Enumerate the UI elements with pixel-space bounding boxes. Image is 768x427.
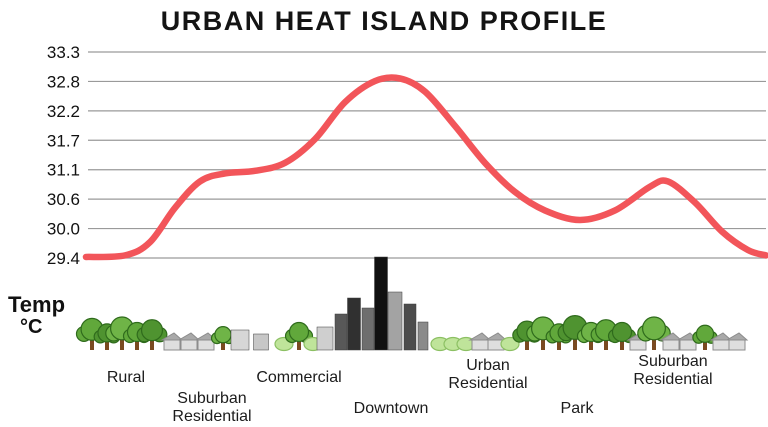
y-tick-label: 33.3 xyxy=(47,43,80,62)
tree-icon xyxy=(589,340,593,350)
tree-icon xyxy=(557,340,561,350)
building-icon xyxy=(403,303,417,351)
tree-icon xyxy=(695,324,715,343)
tree-icon xyxy=(105,340,109,350)
house-icon xyxy=(468,332,492,341)
zone-label: Suburban xyxy=(177,390,246,407)
tree-icon xyxy=(288,321,310,343)
tree-icon xyxy=(135,340,139,350)
tree-icon xyxy=(611,321,633,343)
house-icon xyxy=(197,339,215,351)
y-tick-label: 31.7 xyxy=(47,131,80,150)
bush-icon xyxy=(500,336,520,352)
tree-icon xyxy=(541,338,545,350)
tree-icon xyxy=(221,341,225,350)
tree-icon xyxy=(90,338,94,350)
tree-icon xyxy=(150,339,154,350)
building-icon xyxy=(253,333,269,351)
zone-label: Urban xyxy=(466,357,510,374)
y-tick-label: 29.4 xyxy=(47,249,80,268)
y-tick-label: 31.1 xyxy=(47,161,80,180)
tree-icon xyxy=(652,338,656,350)
zone-label: Residential xyxy=(172,408,251,425)
house-icon xyxy=(180,339,198,351)
house-icon xyxy=(484,332,508,341)
zone-label: Suburban xyxy=(638,353,707,370)
temperature-curve xyxy=(82,74,768,261)
house-icon xyxy=(163,339,181,351)
tree-icon xyxy=(214,326,232,344)
house-icon xyxy=(712,339,730,351)
house-icon xyxy=(177,332,201,341)
zone-label: Rural xyxy=(107,369,145,386)
house-icon xyxy=(728,339,746,351)
tree-icon xyxy=(604,339,608,350)
tree-icon xyxy=(620,340,624,350)
zone-label: Park xyxy=(561,400,595,417)
house-icon xyxy=(659,332,683,341)
house-icon xyxy=(679,339,697,351)
building-icon xyxy=(417,321,429,351)
building-icon xyxy=(387,291,403,351)
chart-title: URBAN HEAT ISLAND PROFILE xyxy=(160,6,608,36)
building-icon xyxy=(334,313,348,351)
house-icon xyxy=(471,339,489,351)
zone-label: Commercial xyxy=(256,369,341,386)
tree-icon xyxy=(703,341,707,350)
building-icon xyxy=(361,307,375,351)
y-axis-label-temp: Temp xyxy=(8,292,66,317)
tree-icon xyxy=(120,338,124,350)
y-tick-label: 30.6 xyxy=(47,190,80,209)
building-icon xyxy=(316,326,334,351)
house-icon xyxy=(709,332,733,341)
building-icon xyxy=(230,329,250,351)
tree-icon xyxy=(140,319,164,342)
tree-icon xyxy=(641,316,666,341)
house-icon xyxy=(160,332,184,341)
tree-icon xyxy=(525,339,529,350)
tree-icon xyxy=(297,340,301,350)
y-axis-label-unit: °C xyxy=(20,316,43,338)
zone-label: Residential xyxy=(633,371,712,388)
house-icon xyxy=(725,332,749,341)
building-icon xyxy=(347,297,361,351)
y-tick-label: 32.2 xyxy=(47,102,80,121)
building-icon xyxy=(374,256,388,351)
zone-label: Residential xyxy=(448,375,527,392)
y-tick-label: 30.0 xyxy=(47,220,80,239)
house-icon xyxy=(662,339,680,351)
zone-label: Downtown xyxy=(354,400,429,417)
house-icon xyxy=(629,339,647,351)
y-tick-label: 32.8 xyxy=(47,72,80,91)
tree-icon xyxy=(573,337,577,350)
